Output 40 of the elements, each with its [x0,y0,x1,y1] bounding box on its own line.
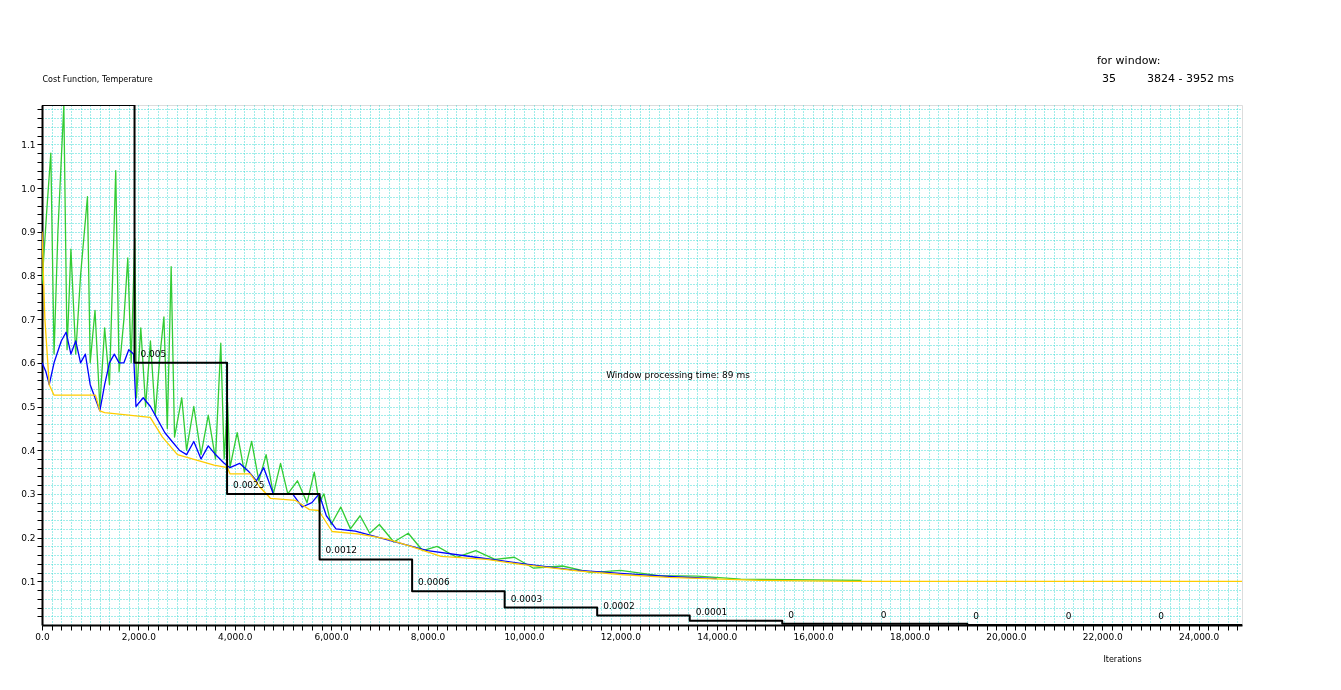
annotation: 0 [880,609,887,620]
annotation: 0 [1065,611,1072,621]
text: for window: [1097,54,1161,67]
y-tick-label: 0.7 [21,314,36,325]
annotation: Window processing time: 89 ms [606,370,751,381]
y-tick-label: 0.8 [21,270,36,281]
y-tick-label: 0.2 [21,533,36,544]
x-tick-label: 20,000.0 [986,631,1027,642]
x-tick-label: 24,000.0 [1179,631,1220,642]
x-tick-label: 8,000.0 [410,631,446,642]
y-tick-label: 1.0 [21,183,36,194]
annotation: 0 [1158,611,1165,621]
x-axis-title: Iterations [1103,654,1142,664]
text: 35 [1102,72,1116,85]
y-axis-title: Cost Function, Temperature [42,74,153,84]
x-tick-label: 4,000.0 [218,631,253,642]
annotation: 0 [788,609,795,620]
x-tick-label: 10,000.0 [504,631,545,642]
x-tick-label: 6,000.0 [314,631,350,642]
annotation: 0 [973,611,980,621]
y-tick-label: 0.6 [21,358,36,369]
y-tick-label: 0.3 [21,489,36,500]
annotation: 0.0003 [510,593,543,604]
annotation: 0.0002 [603,601,635,612]
x-tick-label: 18,000.0 [889,631,931,642]
x-tick-label: 12,000.0 [600,631,642,642]
y-tick-label: 0.1 [21,576,36,587]
x-tick-label: 0.0 [35,631,50,642]
text: 3824 - 3952 ms [1147,72,1235,85]
annotation: 0.0006 [418,577,450,588]
x-tick-label: 16,000.0 [793,631,834,642]
y-tick-label: 0.4 [21,445,36,456]
y-tick-label: 0.5 [21,402,36,413]
annotation: 0.0012 [325,545,358,556]
annotation: 0.0001 [695,606,728,617]
y-tick-label: 1.1 [21,139,36,150]
x-tick-label: 22,000.0 [1082,631,1124,642]
x-tick-label: 2,000.0 [121,631,157,642]
y-tick-label: 0.9 [21,227,36,238]
x-tick-label: 14,000.0 [697,631,738,642]
